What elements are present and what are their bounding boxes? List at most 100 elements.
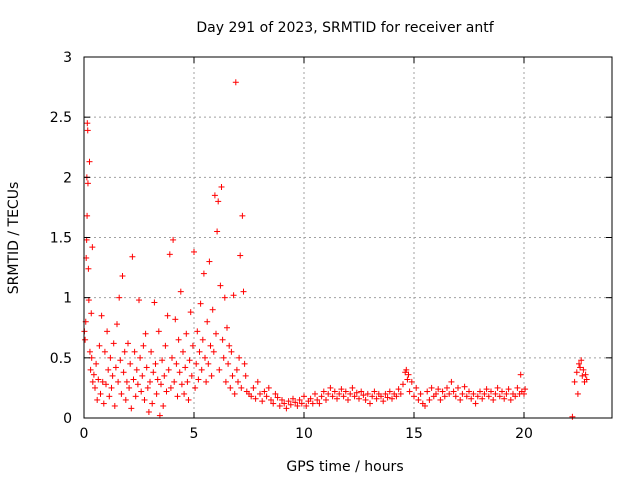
data-point bbox=[439, 388, 446, 395]
data-point bbox=[369, 393, 376, 400]
data-point bbox=[448, 378, 455, 385]
data-point bbox=[323, 396, 329, 403]
data-point bbox=[185, 396, 192, 403]
data-point bbox=[100, 400, 107, 407]
chart-title: Day 291 of 2023, SRMTID for receiver ant… bbox=[196, 20, 494, 36]
data-point bbox=[571, 378, 578, 385]
y-tick-label: 1 bbox=[63, 291, 72, 307]
data-point bbox=[172, 316, 179, 323]
y-tick-label: 2.5 bbox=[50, 110, 72, 126]
data-point bbox=[474, 393, 481, 400]
data-point bbox=[503, 390, 510, 397]
data-point bbox=[163, 388, 170, 395]
data-point bbox=[160, 402, 167, 409]
data-point bbox=[205, 360, 212, 367]
data-point bbox=[583, 376, 590, 383]
data-point bbox=[274, 394, 281, 401]
data-point bbox=[224, 324, 230, 331]
data-point bbox=[82, 336, 89, 343]
data-point bbox=[239, 212, 246, 219]
data-point bbox=[314, 396, 321, 403]
data-point bbox=[203, 378, 210, 385]
data-point bbox=[216, 366, 223, 373]
data-point bbox=[455, 384, 461, 391]
data-point bbox=[132, 393, 139, 400]
data-point bbox=[582, 371, 589, 378]
data-point bbox=[162, 342, 169, 349]
data-point bbox=[276, 402, 283, 409]
data-point bbox=[459, 390, 466, 397]
data-point bbox=[466, 388, 472, 395]
data-point bbox=[95, 376, 102, 383]
data-point bbox=[84, 120, 91, 127]
data-point bbox=[426, 396, 433, 403]
data-point bbox=[215, 198, 222, 205]
data-point bbox=[303, 402, 310, 409]
data-point bbox=[521, 390, 527, 397]
data-point bbox=[225, 360, 232, 367]
data-point bbox=[408, 378, 415, 385]
data-point bbox=[89, 244, 96, 251]
data-point bbox=[261, 388, 268, 395]
data-point bbox=[147, 378, 153, 385]
data-point bbox=[136, 297, 142, 304]
data-point bbox=[228, 348, 235, 355]
data-point bbox=[235, 378, 241, 385]
data-point bbox=[316, 400, 323, 407]
data-point bbox=[483, 386, 490, 393]
data-point bbox=[569, 413, 576, 420]
data-point bbox=[517, 371, 524, 378]
data-point bbox=[488, 388, 494, 395]
data-point bbox=[309, 400, 316, 407]
data-point bbox=[108, 384, 115, 391]
data-point bbox=[259, 398, 266, 405]
y-tick-label: 2 bbox=[63, 170, 72, 186]
data-point bbox=[131, 348, 138, 355]
data-point bbox=[221, 294, 228, 301]
data-point bbox=[415, 396, 422, 403]
y-tick-label: 0.5 bbox=[50, 351, 72, 367]
data-point bbox=[177, 288, 184, 295]
data-point bbox=[118, 390, 125, 397]
data-point bbox=[199, 336, 206, 343]
data-point bbox=[189, 342, 196, 349]
data-point bbox=[320, 388, 327, 395]
data-point bbox=[367, 400, 373, 407]
data-point bbox=[151, 299, 158, 306]
data-point bbox=[88, 310, 95, 317]
data-point bbox=[481, 390, 488, 397]
data-point bbox=[195, 376, 202, 383]
data-point bbox=[270, 400, 277, 407]
x-axis-title: GPS time / hours bbox=[286, 459, 403, 475]
data-point bbox=[159, 357, 166, 364]
data-point bbox=[450, 388, 457, 395]
data-point bbox=[470, 390, 477, 397]
data-point bbox=[507, 396, 514, 403]
data-point bbox=[446, 390, 453, 397]
data-point bbox=[393, 393, 400, 400]
data-point bbox=[573, 369, 580, 376]
data-point bbox=[194, 328, 201, 335]
data-point bbox=[110, 340, 117, 347]
data-point bbox=[178, 381, 185, 388]
data-point bbox=[397, 390, 404, 397]
data-point bbox=[101, 348, 108, 355]
data-point bbox=[173, 360, 180, 367]
data-point bbox=[127, 360, 134, 367]
data-point bbox=[384, 394, 391, 401]
data-point bbox=[85, 265, 92, 272]
data-point bbox=[512, 393, 519, 400]
data-point bbox=[169, 354, 175, 361]
data-point bbox=[576, 360, 582, 367]
data-point bbox=[380, 398, 387, 405]
data-point bbox=[281, 400, 288, 407]
data-point bbox=[435, 386, 442, 393]
data-point bbox=[468, 395, 475, 402]
data-point bbox=[150, 369, 157, 376]
y-tick-label: 3 bbox=[63, 50, 72, 66]
x-tick-label: 10 bbox=[295, 426, 313, 442]
data-point bbox=[119, 273, 126, 280]
data-point bbox=[149, 400, 156, 407]
data-point bbox=[457, 396, 464, 403]
data-point bbox=[461, 383, 468, 390]
